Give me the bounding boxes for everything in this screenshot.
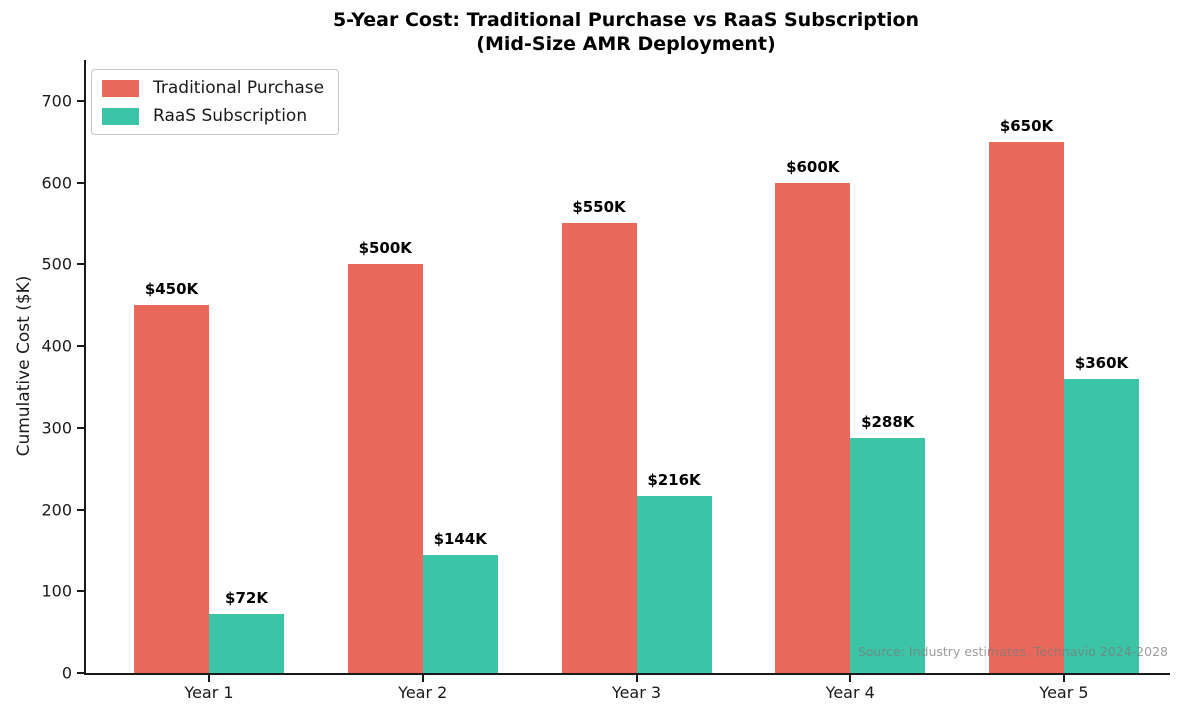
- bar-value-label-raas-subscription-year-2: $144K: [433, 530, 487, 549]
- y-tick-label: 100: [41, 581, 72, 601]
- x-tick-label-year-1: Year 1: [184, 683, 234, 702]
- y-tick-label: 600: [41, 173, 72, 193]
- bar-value-label-raas-subscription-year-1: $72K: [225, 589, 268, 608]
- y-tick-label: 500: [41, 254, 72, 274]
- bar-traditional-purchase-year-5: [989, 141, 1064, 673]
- bar-traditional-purchase-year-1: [134, 305, 209, 673]
- bar-value-label-raas-subscription-year-5: $360K: [1074, 353, 1129, 372]
- chart-title-line2: (Mid-Size AMR Deployment): [476, 33, 776, 55]
- y-tick-mark: [77, 590, 84, 593]
- y-tick-label: 0: [61, 663, 72, 683]
- bar-value-label-traditional-purchase-year-2: $500K: [358, 239, 412, 258]
- x-tick-label-year-3: Year 3: [611, 683, 662, 702]
- x-tick-mark: [421, 675, 424, 682]
- y-axis-title: Cumulative Cost ($K): [14, 275, 34, 457]
- y-tick-mark: [77, 508, 84, 511]
- bar-value-label-traditional-purchase-year-5: $650K: [999, 116, 1054, 135]
- y-tick-mark: [77, 345, 84, 348]
- bar-value-label-traditional-purchase-year-4: $600K: [786, 157, 840, 176]
- legend-swatch-traditional-purchase: [102, 79, 139, 97]
- x-tick-mark: [849, 675, 852, 682]
- y-tick-label: 200: [41, 500, 72, 520]
- y-tick-mark: [77, 426, 84, 429]
- legend-item-raas-subscription: RaaS Subscription: [102, 106, 324, 126]
- bar-raas-subscription-year-4: [850, 437, 926, 673]
- y-tick-label: 300: [41, 418, 72, 438]
- x-tick-mark: [1063, 675, 1065, 682]
- x-tick-mark: [208, 675, 210, 682]
- y-tick-mark: [77, 99, 84, 102]
- bar-traditional-purchase-year-3: [561, 223, 637, 673]
- chart-title: 5-Year Cost: Traditional Purchase vs Raa…: [84, 8, 1168, 56]
- y-tick-label: 700: [41, 91, 72, 111]
- bar-raas-subscription-year-1: [209, 614, 284, 673]
- legend-item-traditional-purchase: Traditional Purchase: [102, 78, 324, 98]
- bar-value-label-raas-subscription-year-3: $216K: [647, 471, 701, 490]
- bar-traditional-purchase-year-2: [347, 264, 423, 673]
- x-tick-mark: [635, 675, 638, 682]
- y-tick-label: 400: [41, 336, 72, 356]
- bar-raas-subscription-year-2: [422, 555, 498, 673]
- source-note: Source: Industry estimates, Technavio 20…: [857, 644, 1168, 659]
- bar-value-label-traditional-purchase-year-3: $550K: [572, 198, 626, 217]
- bar-value-label-traditional-purchase-year-1: $450K: [144, 280, 199, 299]
- bar-traditional-purchase-year-4: [775, 182, 851, 673]
- bar-raas-subscription-year-3: [636, 496, 712, 673]
- legend-swatch-raas-subscription: [102, 107, 139, 125]
- legend: Traditional Purchase RaaS Subscription: [91, 69, 340, 135]
- y-tick-mark: [77, 181, 84, 184]
- chart-title-line1: 5-Year Cost: Traditional Purchase vs Raa…: [332, 9, 920, 31]
- x-tick-label-year-5: Year 5: [1039, 683, 1089, 702]
- y-tick-mark: [77, 263, 84, 266]
- bar-raas-subscription-year-5: [1064, 378, 1139, 673]
- y-tick-mark: [77, 672, 84, 674]
- x-tick-label-year-2: Year 2: [398, 683, 448, 702]
- legend-label-raas-subscription: RaaS Subscription: [153, 106, 308, 126]
- bar-value-label-raas-subscription-year-4: $288K: [861, 412, 915, 431]
- legend-label-traditional-purchase: Traditional Purchase: [153, 78, 325, 98]
- plot-area: 0 100 200 300 400 500 600 700 $450K $72K $500K $14…: [41, 60, 1170, 702]
- x-tick-label-year-4: Year 4: [825, 683, 875, 702]
